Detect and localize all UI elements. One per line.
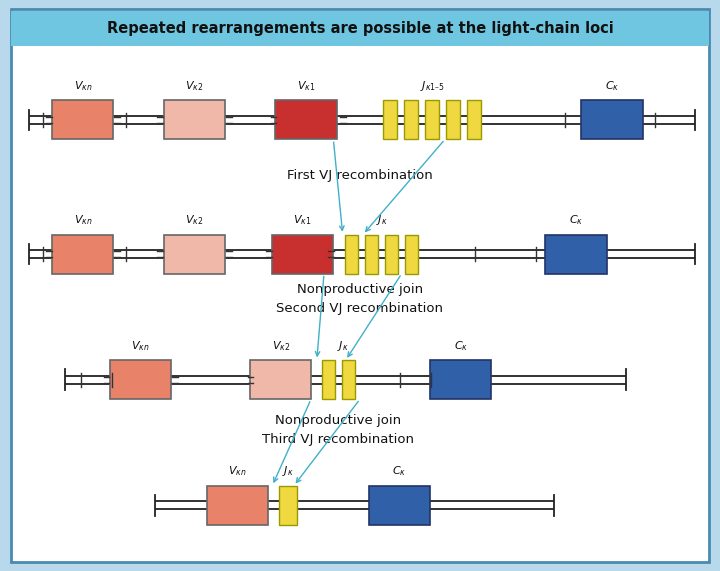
Bar [53, 100, 114, 139]
Text: $\mathit{C}_{κ}$: $\mathit{C}_{κ}$ [454, 339, 468, 353]
Bar [53, 235, 114, 274]
Text: $\mathit{J}_{κ}$: $\mathit{J}_{κ}$ [376, 213, 387, 227]
Bar [446, 100, 460, 139]
Text: $\mathit{V}_{κ2}$: $\mathit{V}_{κ2}$ [185, 214, 204, 227]
Bar [164, 100, 225, 139]
Bar [431, 360, 492, 399]
Text: Repeated rearrangements are possible at the light-chain loci: Repeated rearrangements are possible at … [107, 21, 613, 36]
Bar [546, 235, 606, 274]
Text: Third VJ recombination: Third VJ recombination [262, 433, 415, 446]
Bar [365, 235, 378, 274]
Bar [582, 100, 642, 139]
Bar [322, 360, 335, 399]
Bar [383, 100, 397, 139]
Bar [164, 235, 225, 274]
Bar [251, 360, 312, 399]
Bar [405, 235, 418, 274]
Bar [342, 360, 355, 399]
Bar [207, 486, 269, 525]
Text: $\mathit{V}_{κn}$: $\mathit{V}_{κn}$ [131, 339, 150, 353]
Text: $\mathit{C}_{κ}$: $\mathit{C}_{κ}$ [392, 465, 407, 478]
Text: $\mathit{V}_{κ2}$: $\mathit{V}_{κ2}$ [271, 339, 290, 353]
Text: $\mathit{V}_{κ2}$: $\mathit{V}_{κ2}$ [185, 79, 204, 93]
Text: Nonproductive join: Nonproductive join [297, 283, 423, 296]
Text: $\mathit{V}_{κn}$: $\mathit{V}_{κn}$ [228, 465, 247, 478]
Text: $\mathit{V}_{κn}$: $\mathit{V}_{κn}$ [73, 79, 92, 93]
Bar [272, 235, 333, 274]
Bar [385, 235, 398, 274]
Text: $\mathit{C}_{κ}$: $\mathit{C}_{κ}$ [569, 214, 583, 227]
Bar [275, 100, 337, 139]
Text: $\mathit{V}_{κ1}$: $\mathit{V}_{κ1}$ [297, 79, 315, 93]
Text: $\mathit{J}_{κ}$: $\mathit{J}_{κ}$ [337, 339, 348, 353]
Bar [425, 100, 439, 139]
Text: $\mathit{C}_{κ}$: $\mathit{C}_{κ}$ [605, 79, 619, 93]
Text: Second VJ recombination: Second VJ recombination [276, 302, 444, 315]
Bar [279, 486, 297, 525]
Text: $\mathit{J}_{κ}$: $\mathit{J}_{κ}$ [282, 464, 294, 478]
Bar [404, 100, 418, 139]
Text: Nonproductive join: Nonproductive join [275, 415, 402, 427]
Bar [369, 486, 431, 525]
Bar [109, 360, 171, 399]
Text: $\mathit{V}_{κn}$: $\mathit{V}_{κn}$ [73, 214, 92, 227]
Bar [345, 235, 358, 274]
Text: $\mathit{J}_{κ1–5}$: $\mathit{J}_{κ1–5}$ [420, 79, 444, 93]
Bar [467, 100, 481, 139]
Text: First VJ recombination: First VJ recombination [287, 169, 433, 182]
FancyBboxPatch shape [11, 9, 709, 562]
Text: $\mathit{V}_{κ1}$: $\mathit{V}_{κ1}$ [293, 214, 312, 227]
FancyBboxPatch shape [11, 11, 709, 46]
